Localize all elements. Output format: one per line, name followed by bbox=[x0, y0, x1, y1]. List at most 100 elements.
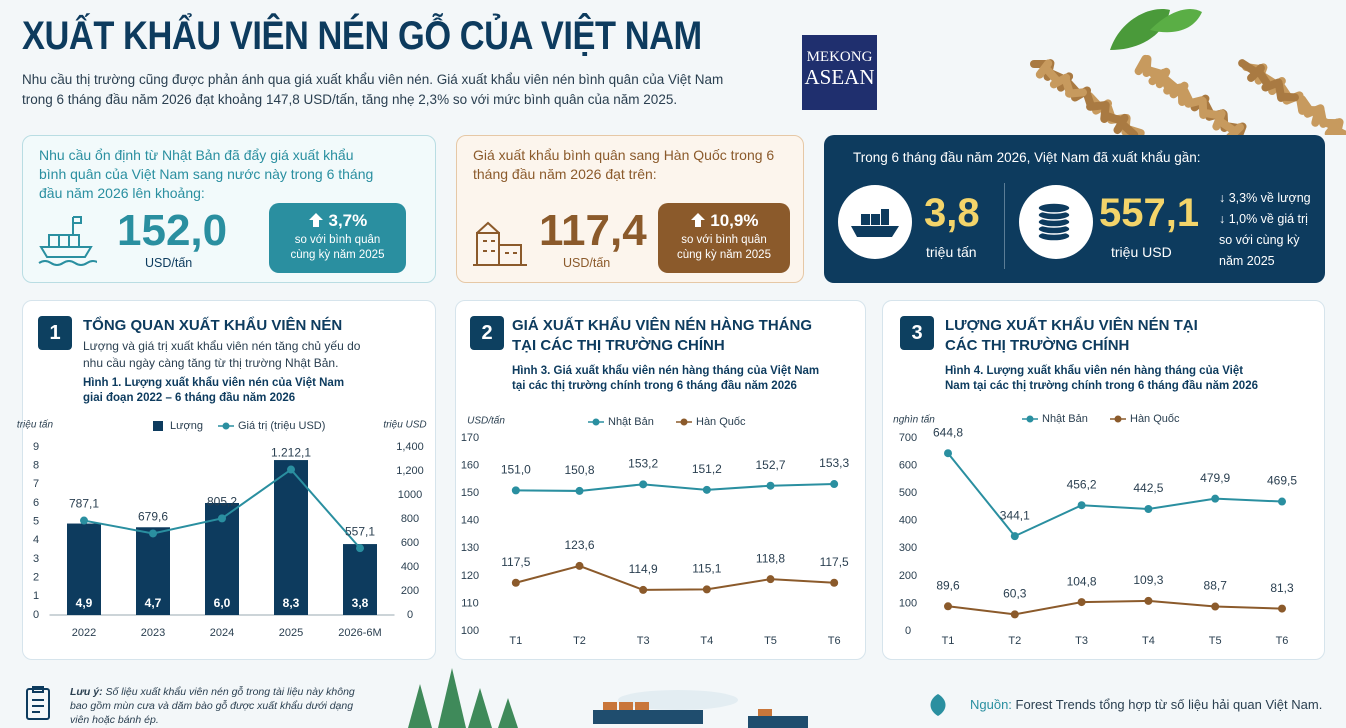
x-tick-label: T4 bbox=[1142, 635, 1155, 647]
pellet bbox=[1225, 123, 1245, 135]
x-tick-label: T1 bbox=[942, 635, 955, 647]
figure-caption: Hình 4. Lượng xuất khẩu viên nén hàng th… bbox=[945, 365, 1258, 392]
y-tick-label: 2 bbox=[33, 572, 39, 584]
legend-marker bbox=[680, 418, 688, 426]
point bbox=[575, 486, 584, 495]
point bbox=[287, 465, 295, 474]
note-line: so với cùng kỳ năm 2025 bbox=[1219, 233, 1300, 268]
x-tick-label: T6 bbox=[828, 635, 841, 647]
point-value-label: 117,5 bbox=[820, 555, 849, 569]
point bbox=[149, 529, 157, 538]
x-tick-label: 2025 bbox=[279, 627, 303, 639]
card-unit: USD/tấn bbox=[145, 256, 193, 270]
y-tick-label: 0 bbox=[407, 609, 413, 621]
point-value-label: 456,2 bbox=[1067, 477, 1097, 491]
point bbox=[1144, 596, 1153, 605]
point bbox=[511, 486, 520, 495]
point bbox=[1010, 610, 1019, 619]
y-tick-label: 1,200 bbox=[396, 465, 424, 477]
point-value-label: 151,2 bbox=[692, 462, 722, 476]
card: Trong 6 tháng đầu năm 2026, Việt Nam đã … bbox=[824, 135, 1325, 283]
point bbox=[944, 602, 952, 611]
series-line bbox=[515, 483, 835, 492]
x-tick-label: T6 bbox=[1276, 635, 1289, 647]
x-tick-label: T5 bbox=[764, 635, 777, 647]
x-tick-label: T1 bbox=[509, 635, 522, 647]
note: Lưu ý: Số liệu xuất khẩu viên nén gỗ tro… bbox=[70, 685, 360, 727]
x-tick-label: 2023 bbox=[141, 627, 165, 639]
card-text: Nhu cầu ổn định từ Nhật Bản đã đẩy giá x… bbox=[39, 147, 374, 201]
pellet bbox=[1119, 121, 1139, 135]
y-tick-label: 5 bbox=[33, 516, 39, 528]
source-text: Forest Trends tổng hợp từ số liệu hải qu… bbox=[1015, 697, 1323, 712]
card-unit: triệu USD bbox=[1111, 244, 1172, 260]
point-value-label: 344,1 bbox=[1000, 508, 1030, 522]
card-unit: USD/tấn bbox=[563, 256, 611, 270]
y-tick-label: 130 bbox=[461, 542, 479, 554]
y-tick-label: 4 bbox=[33, 534, 39, 546]
leaf-icon bbox=[930, 694, 946, 716]
legend-label: Hàn Quốc bbox=[1130, 413, 1180, 425]
intro-line: trong 6 tháng đầu năm 2026 đạt khoảng 14… bbox=[22, 92, 678, 107]
section-title: TỔNG QUAN XUẤT KHẨU VIÊN NÉN bbox=[83, 317, 343, 334]
legend-marker bbox=[222, 422, 230, 430]
y-tick-label: 100 bbox=[461, 625, 479, 637]
point bbox=[218, 514, 226, 523]
change-note: so với bình quân cùng kỳ năm 2025 bbox=[677, 234, 771, 261]
section: 3 LƯỢNG XUẤT KHẨU VIÊN NÉN TẠI CÁC THỊ T… bbox=[882, 300, 1325, 660]
note-text: Số liệu xuất khẩu viên nén gỗ trong tài … bbox=[70, 686, 355, 726]
bar-value-label: 4,9 bbox=[76, 596, 93, 610]
point-value-label: 88,7 bbox=[1204, 579, 1228, 593]
point-value-label: 479,9 bbox=[1200, 471, 1230, 485]
y-tick-label: 0 bbox=[33, 609, 39, 621]
point bbox=[830, 578, 839, 587]
pellet bbox=[1324, 118, 1342, 135]
point bbox=[1144, 504, 1153, 513]
change-value: 3,7% bbox=[328, 211, 368, 230]
point-value-label: 104,8 bbox=[1067, 574, 1097, 588]
x-tick-label: 2022 bbox=[72, 627, 96, 639]
y-tick-label: 600 bbox=[899, 459, 917, 471]
up-arrow bbox=[690, 213, 705, 227]
legend-swatch bbox=[153, 421, 163, 431]
y-tick-label: 600 bbox=[401, 537, 419, 549]
section-description: Lượng và giá trị xuất khẩu viên nén tăng… bbox=[83, 339, 361, 370]
point bbox=[1278, 497, 1286, 506]
pellet bbox=[1335, 128, 1346, 135]
point bbox=[1010, 532, 1019, 541]
y-tick-label: 1,400 bbox=[396, 441, 424, 453]
y-tick-label: 120 bbox=[461, 570, 479, 582]
point-value-label: 150,8 bbox=[564, 463, 594, 477]
figure-caption: Hình 3. Giá xuất khẩu viên nén hàng thán… bbox=[512, 365, 820, 392]
point-value-label: 1.212,1 bbox=[271, 446, 311, 460]
point bbox=[944, 449, 952, 458]
source-label: Nguồn: bbox=[970, 697, 1012, 712]
section: 2 GIÁ XUẤT KHẨU VIÊN NÉN HÀNG THÁNG TẠI … bbox=[455, 300, 866, 660]
point bbox=[766, 575, 775, 584]
series-line bbox=[947, 452, 1283, 538]
point bbox=[1211, 494, 1220, 503]
change-box: 3,7% so với bình quân cùng kỳ năm 2025 bbox=[269, 203, 406, 273]
y-tick-label: 9 bbox=[33, 441, 39, 453]
bar bbox=[136, 527, 170, 615]
pellets-illustration bbox=[1030, 9, 1346, 135]
y-tick-label: 400 bbox=[899, 515, 917, 527]
y-tick-label: 300 bbox=[899, 542, 917, 554]
source: Nguồn: Forest Trends tổng hợp từ số liệu… bbox=[970, 697, 1322, 712]
point bbox=[1278, 604, 1286, 613]
point bbox=[80, 516, 88, 525]
bar-value-label: 4,7 bbox=[145, 596, 162, 610]
card-text: Trong 6 tháng đầu năm 2026, Việt Nam đã … bbox=[853, 150, 1201, 165]
y-tick-label: 1 bbox=[33, 590, 39, 602]
bar-value-label: 6,0 bbox=[214, 596, 231, 610]
section-title: LƯỢNG XUẤT KHẨU VIÊN NÉN TẠI CÁC THỊ TRƯ… bbox=[945, 317, 1198, 354]
logo-text: ASEAN bbox=[804, 65, 875, 89]
y-axis-label: USD/tấn bbox=[467, 415, 505, 427]
landscape-illustration bbox=[408, 668, 808, 728]
pellet bbox=[1277, 92, 1299, 102]
change-note: so với bình quân cùng kỳ năm 2025 bbox=[290, 234, 385, 261]
y-axis-label: triệu tấn bbox=[17, 419, 54, 431]
y-tick-label: 110 bbox=[461, 597, 479, 609]
note-label: Lưu ý: bbox=[70, 686, 103, 698]
